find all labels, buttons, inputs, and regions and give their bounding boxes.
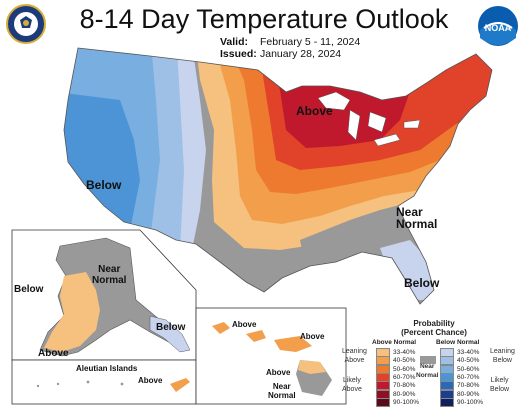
noaa-logo-text: NOAA [485, 23, 512, 33]
legend-above-range: 90-100% [393, 399, 420, 407]
label-near-normal-alaska: Near Normal [92, 264, 127, 286]
label-below-florida: Below [404, 276, 440, 290]
lake-huron [367, 111, 387, 133]
legend-likely-above: Likely Above [342, 377, 362, 393]
aleutian-island-1 [36, 384, 40, 388]
map-title: 8-14 Day Temperature Outlook [79, 4, 449, 34]
hawaii-kauai [212, 322, 230, 334]
legend-below-header: Below Normal [436, 339, 480, 346]
aleutian-title: Aleutian Islands [76, 364, 138, 373]
aleutian-island-4 [120, 382, 124, 386]
lake-ontario [403, 119, 421, 129]
hawaii-molokai-maui [274, 336, 312, 352]
legend-below-range: 33-40% [457, 349, 480, 357]
legend-title: Probability (Percent Chance) [401, 319, 467, 337]
conus-outline [63, 47, 493, 305]
alaska-inset [11, 229, 197, 361]
label-above-conus: Above [296, 104, 333, 118]
legend-below-row: 90-100% [440, 397, 484, 407]
legend-above-range: 50-60% [393, 365, 416, 373]
legend-leaning-above: Leaning Above [342, 348, 367, 364]
noaa-logo-icon: NOAA [478, 6, 518, 46]
legend-below-range: 80-90% [457, 390, 480, 398]
label-above-hawaii-2: Above [300, 332, 325, 341]
label-above-hawaii-1: Above [232, 320, 257, 329]
aleutian-inset-frame [11, 359, 197, 405]
legend-leaning-below: Leaning Below [490, 348, 515, 364]
legend-above-range: 40-50% [393, 357, 416, 365]
label-above-aleutian: Above [138, 376, 163, 385]
legend-above-range: 60-70% [393, 374, 416, 382]
legend-likely-below: Likely Below [490, 377, 510, 393]
lake-erie [373, 133, 401, 147]
label-above-alaska: Above [38, 348, 69, 359]
issued-label: Issued: [220, 48, 257, 60]
legend-below-range: 90-100% [457, 399, 484, 407]
legend-below-range: 50-60% [457, 365, 480, 373]
legend-above-range: 80-90% [393, 390, 416, 398]
legend-near-normal-swatch [420, 356, 436, 364]
issued-value: January 28, 2024 [260, 48, 342, 60]
label-below-alaska-west: Below [14, 284, 44, 295]
legend-below-range: 60-70% [457, 374, 480, 382]
legend-above-range: 33-40% [393, 349, 416, 357]
label-above-hawaii-3: Above [266, 368, 291, 377]
legend-above-header: Above Normal [372, 339, 417, 346]
hawaii-big-island-above [298, 360, 326, 374]
date-block: Valid: February 5 - 11, 2024 Issued: Janua… [220, 36, 360, 60]
valid-label: Valid: [220, 36, 249, 48]
label-below-alaska-se: Below [156, 322, 186, 333]
alaska-above-region [44, 272, 100, 352]
hawaii-inset [195, 307, 347, 405]
lake-superior [317, 91, 351, 111]
aleutian-island-2 [56, 382, 60, 386]
legend-below-range: 40-50% [457, 357, 480, 365]
valid-value: February 5 - 11, 2024 [260, 36, 361, 48]
legend-below-swatch [440, 397, 454, 407]
aleutian-inset [11, 359, 197, 405]
below-region-florida [380, 240, 436, 300]
legend-above-row: 90-100% [376, 397, 420, 407]
legend-below-range: 70-80% [457, 382, 480, 390]
label-below-west: Below [86, 178, 122, 192]
commerce-seal-icon [6, 4, 46, 44]
legend-above-swatch [376, 397, 390, 407]
legend-above-range: 70-80% [393, 382, 416, 390]
lake-michigan [347, 109, 361, 141]
label-near-normal-hawaii: Near Normal [268, 382, 296, 400]
label-near-normal-se: Near Normal [396, 205, 438, 231]
aleutian-above-region [170, 378, 190, 392]
legend-near-normal-label: Near Normal [416, 363, 439, 379]
aleutian-island-3 [86, 380, 90, 384]
alaska-panhandle-below [149, 315, 191, 353]
hawaii-oahu [246, 330, 266, 342]
